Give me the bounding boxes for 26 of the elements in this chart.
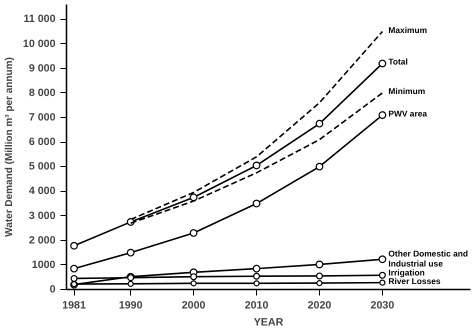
y-tick-label: 9 000	[28, 62, 56, 74]
y-tick-label: 5 000	[28, 160, 56, 173]
y-tick-label: 2 000	[28, 234, 56, 246]
x-tick-label: 2020	[308, 300, 332, 312]
series-label: Other Domestic and Industrial use	[388, 248, 468, 269]
x-tick-label: 2030	[370, 300, 394, 312]
x-tick-label: 2010	[244, 300, 268, 312]
y-tick-label: 11 000	[23, 13, 56, 26]
series-label: PWV area	[388, 108, 428, 118]
x-tick-label: 1981	[62, 300, 86, 312]
series-label: Minimum	[388, 86, 426, 96]
y-tick-label: 3 000	[28, 210, 56, 222]
series-label: Irrigation	[388, 267, 425, 278]
y-tick-label: 8 000	[28, 86, 56, 99]
x-tick-label: 1990	[118, 300, 143, 312]
x-tick-label: 2000	[182, 300, 206, 312]
series-label: Maximum	[388, 24, 428, 35]
series-label: Total	[388, 56, 408, 67]
y-tick-label: 6 000	[28, 136, 56, 148]
y-tick-label: 7 000	[28, 112, 56, 124]
x-axis-title: YEAR	[254, 316, 284, 328]
y-tick-label: 1000	[32, 258, 56, 271]
y-tick-label: 10 000	[22, 38, 56, 50]
y-tick-label: 4 000	[28, 185, 56, 198]
y-axis-title: Water Demand (Million m³ per annum)	[4, 57, 15, 237]
y-tick-label: 0	[50, 284, 56, 296]
